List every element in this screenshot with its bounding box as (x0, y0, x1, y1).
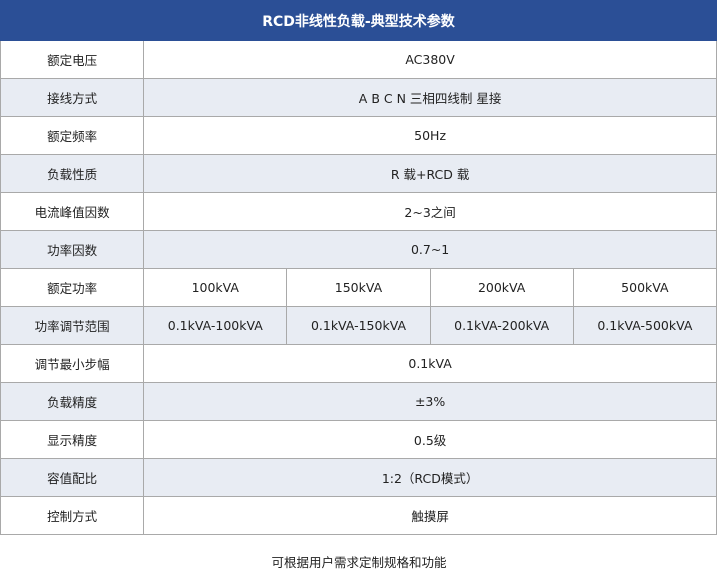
table-title: RCD非线性负载-典型技术参数 (0, 0, 717, 41)
footer-note: 可根据用户需求定制规格和功能 (271, 555, 447, 570)
row-label: 额定电压 (0, 40, 145, 79)
row-label: 电流峰值因数 (0, 192, 145, 231)
table-row: 额定电压 AC380V (0, 40, 717, 79)
table-row: 额定频率 50Hz (0, 116, 717, 155)
table-row: 负载性质 R 载+RCD 载 (0, 154, 717, 193)
row-value: 0.5级 (143, 420, 717, 459)
row-value: R 载+RCD 载 (143, 154, 717, 193)
row-value: 0.1kVA-200kVA (429, 306, 574, 345)
row-value: 2~3之间 (143, 192, 717, 231)
table-row: 控制方式 触摸屏 (0, 496, 717, 535)
row-value: 50Hz (143, 116, 717, 155)
table-row: 容值配比 1:2（RCD模式） (0, 458, 717, 497)
row-value: 0.7~1 (143, 230, 717, 269)
row-label: 容值配比 (0, 458, 145, 497)
table-row: 显示精度 0.5级 (0, 420, 717, 459)
row-value: AC380V (143, 40, 717, 79)
row-label: 调节最小步幅 (0, 344, 145, 383)
row-label: 功率因数 (0, 230, 145, 269)
row-label: 接线方式 (0, 78, 145, 117)
table-row: 负载精度 ±3% (0, 382, 717, 421)
row-label: 控制方式 (0, 496, 145, 535)
table-row: 电流峰值因数 2~3之间 (0, 192, 717, 231)
row-label: 显示精度 (0, 420, 145, 459)
row-value: 0.1kVA-150kVA (286, 306, 431, 345)
table-row: 调节最小步幅 0.1kVA (0, 344, 717, 383)
row-value: 0.1kVA-100kVA (143, 306, 288, 345)
table-row: 功率因数 0.7~1 (0, 230, 717, 269)
table-row: 接线方式 A B C N 三相四线制 星接 (0, 78, 717, 117)
row-value: 200kVA (429, 268, 574, 307)
row-label: 功率调节范围 (0, 306, 145, 345)
row-label: 负载性质 (0, 154, 145, 193)
row-value: 100kVA (143, 268, 288, 307)
row-value: 150kVA (286, 268, 431, 307)
spec-table: RCD非线性负载-典型技术参数 额定电压 AC380V 接线方式 A B C N 三相… (0, 0, 718, 535)
table-row: 额定功率 100kVA 150kVA 200kVA 500kVA (0, 268, 718, 307)
row-label: 负载精度 (0, 382, 145, 421)
row-label: 额定频率 (0, 116, 145, 155)
row-value: 0.1kVA-500kVA (572, 306, 718, 345)
row-value: 1:2（RCD模式） (143, 458, 717, 497)
row-value: ±3% (143, 382, 717, 421)
row-value: 0.1kVA (143, 344, 717, 383)
row-value: A B C N 三相四线制 星接 (143, 78, 717, 117)
row-value: 500kVA (572, 268, 718, 307)
row-value: 触摸屏 (143, 496, 717, 535)
row-label: 额定功率 (0, 268, 145, 307)
table-row: 功率调节范围 0.1kVA-100kVA 0.1kVA-150kVA 0.1kVA-2… (0, 306, 718, 345)
